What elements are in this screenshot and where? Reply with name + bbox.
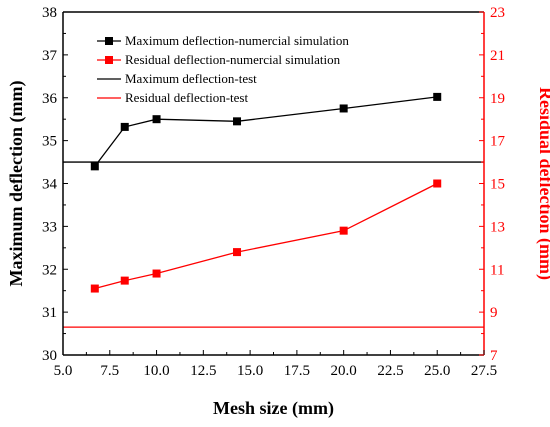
- y-left-tick-label: 32: [42, 262, 57, 278]
- y-right-tick-label: 21: [490, 48, 505, 64]
- y-right-tick-label: 13: [490, 219, 505, 235]
- data-point: [120, 122, 129, 131]
- y-left-tick-label: 34: [42, 177, 58, 193]
- legend-label: Residual deflection-test: [125, 90, 248, 105]
- ticks-layer: 5.0 7.5 10.0 12.5 15.0 17.5 20.0 22.5 25.0 27.5 30…: [42, 5, 506, 379]
- plot-background: [63, 12, 484, 355]
- x-tick-label: 5.0: [54, 363, 73, 379]
- x-axis-title: Mesh size (mm): [213, 398, 334, 419]
- legend-label: Maximum deflection-numercial simulation: [125, 33, 349, 48]
- y-left-tick-label: 33: [42, 219, 57, 235]
- series-line: [94, 182, 438, 290]
- data-point: [339, 226, 348, 235]
- y-left-tick-label: 30: [42, 348, 57, 364]
- x-tick-label: 10.0: [143, 363, 169, 379]
- data-point: [233, 248, 242, 257]
- series-line: [94, 96, 438, 167]
- y-left-axis-title: Maximum deflection (mm): [6, 81, 27, 287]
- y-right-tick-label: 11: [490, 262, 504, 278]
- data-point: [152, 269, 161, 278]
- y-left-tick-label: 37: [42, 48, 58, 64]
- y-right-tick-label: 17: [490, 134, 506, 150]
- data-point: [339, 104, 348, 113]
- x-tick-label: 15.0: [237, 363, 263, 379]
- plot-area: [63, 12, 484, 355]
- x-tick-label: 22.5: [377, 363, 403, 379]
- legend-label: Maximum deflection-test: [125, 71, 257, 86]
- x-tick-label: 12.5: [190, 363, 216, 379]
- y-right-tick-label: 15: [490, 177, 505, 193]
- x-tick-label: 17.5: [284, 363, 310, 379]
- data-point: [433, 179, 442, 188]
- data-point: [433, 92, 442, 101]
- data-point: [120, 276, 129, 285]
- x-tick-label: 25.0: [424, 363, 450, 379]
- y-right-tick-label: 23: [490, 5, 505, 21]
- y-right-axis-title: Residual deflection (mm): [535, 87, 550, 280]
- x-tick-label: 27.5: [471, 363, 497, 379]
- y-right-tick-label: 9: [490, 305, 498, 321]
- data-point: [152, 115, 161, 124]
- y-left-tick-label: 36: [42, 91, 58, 107]
- y-right-tick-label: 19: [490, 91, 505, 107]
- data-point: [233, 117, 242, 126]
- y-left-tick-label: 35: [42, 134, 57, 150]
- data-point: [90, 284, 99, 293]
- y-right-tick-label: 7: [490, 348, 498, 364]
- legend-marker: [105, 37, 113, 45]
- data-point: [90, 162, 99, 171]
- y-left-tick-label: 38: [42, 5, 57, 21]
- legend-marker: [105, 56, 113, 64]
- legend-label: Residual deflection-numercial simulation: [125, 52, 341, 67]
- x-tick-label: 7.5: [100, 363, 119, 379]
- series-layer: [63, 92, 484, 328]
- y-left-tick-label: 31: [42, 305, 57, 321]
- x-tick-label: 20.0: [331, 363, 357, 379]
- legend: Maximum deflection-numercial simulation R…: [97, 33, 349, 105]
